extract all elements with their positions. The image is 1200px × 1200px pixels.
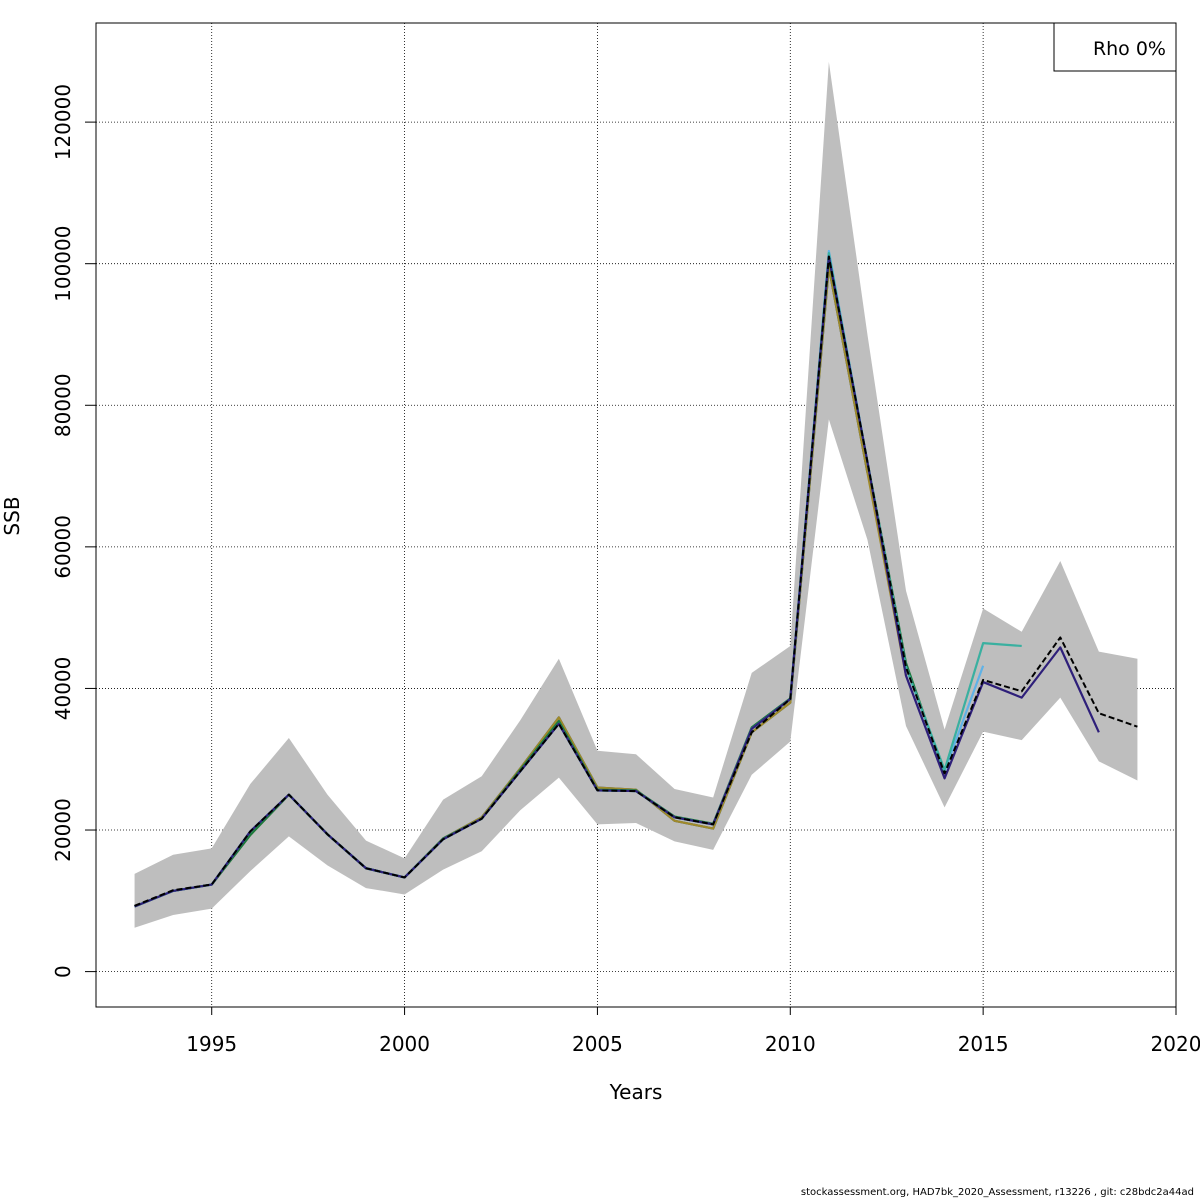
y-axis: 0 20000 40000 60000 80000 100000 120000: [51, 84, 96, 978]
y-tick-label: 60000: [51, 515, 75, 579]
series-layer: [134, 249, 1138, 908]
x-axis-title: Years: [609, 1080, 663, 1104]
legend: Rho 0%: [1053, 22, 1177, 72]
x-tick-label: 2000: [379, 1032, 430, 1056]
series-line-1: [134, 255, 1138, 907]
y-tick-label: 40000: [51, 657, 75, 721]
legend-text: Rho 0%: [1093, 38, 1166, 60]
y-axis-title: SSB: [0, 496, 24, 535]
legend-box: [1053, 22, 1177, 72]
confidence-band: [134, 61, 1138, 928]
x-tick-label: 2005: [572, 1032, 623, 1056]
x-tick-label: 2020: [1151, 1032, 1200, 1056]
x-axis: 1995 2000 2005 2010 2015 2020: [186, 1007, 1200, 1056]
plot-frame: [95, 22, 1177, 1008]
footer-note: stockassessment.org, HAD7bk_2020_Assessm…: [800, 1187, 1194, 1198]
y-tick-label: 20000: [51, 798, 75, 862]
y-tick-label: 80000: [51, 373, 75, 437]
y-tick-label: 0: [51, 965, 75, 978]
y-tick-label: 120000: [51, 84, 75, 160]
y-tick-label: 100000: [51, 226, 75, 302]
x-tick-label: 2015: [958, 1032, 1009, 1056]
confidence-band-layer: [134, 61, 1138, 928]
x-tick-label: 1995: [186, 1032, 237, 1056]
x-tick-label: 2010: [765, 1032, 816, 1056]
